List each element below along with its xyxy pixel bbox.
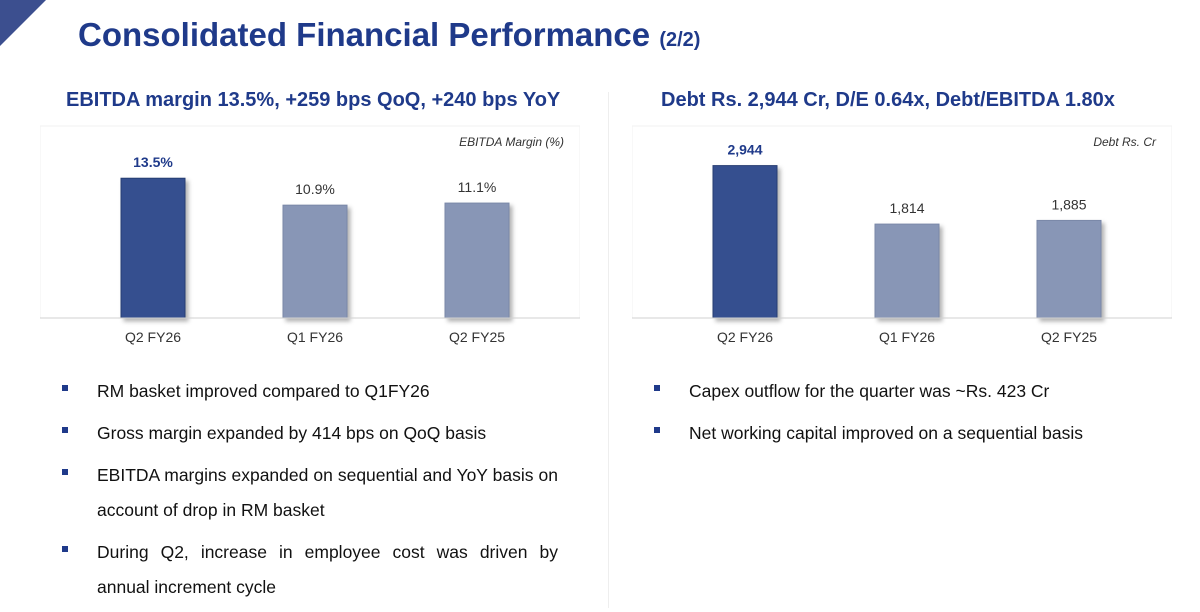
- debt-chart: Debt Rs. Cr 2,944 Q2 FY26 1,814 Q1 FY26 1,885…: [632, 125, 1172, 345]
- category-tick-label: Q2 FY25: [1041, 329, 1097, 345]
- chart-legend-label: EBITDA Margin (%): [459, 135, 564, 149]
- bullet-text: During Q2, increase in employee cost was…: [97, 542, 558, 597]
- bar-value-label: 1,885: [1051, 196, 1086, 212]
- bar-value-label: 10.9%: [295, 181, 335, 197]
- page-title-subtitle: (2/2): [659, 29, 701, 51]
- debt-bullet-list: Capex outflow for the quarter was ~Rs. 4…: [654, 374, 1124, 458]
- bullet-item: RM basket improved compared to Q1FY26: [62, 374, 558, 409]
- bullet-item: Gross margin expanded by 414 bps on QoQ …: [62, 416, 558, 451]
- bar-value-label: 13.5%: [133, 154, 173, 170]
- bullet-square-icon: [62, 469, 68, 475]
- bullet-item: Net working capital improved on a sequen…: [654, 416, 1124, 451]
- bullet-square-icon: [654, 427, 660, 433]
- corner-decoration: [0, 0, 46, 46]
- bullet-text: RM basket improved compared to Q1FY26: [97, 381, 430, 401]
- category-tick-label: Q1 FY26: [287, 329, 343, 345]
- category-tick-label: Q2 FY25: [449, 329, 505, 345]
- page-title: Consolidated Financial Performance (2/2): [78, 16, 700, 54]
- bullet-square-icon: [654, 385, 660, 391]
- bullet-square-icon: [62, 546, 68, 552]
- bullet-square-icon: [62, 385, 68, 391]
- debt-panel-title: Debt Rs. 2,944 Cr, D/E 0.64x, Debt/EBITD…: [661, 89, 1115, 111]
- panel-divider: [608, 92, 609, 608]
- bullet-item: Capex outflow for the quarter was ~Rs. 4…: [654, 374, 1124, 409]
- category-tick-label: Q2 FY26: [717, 329, 773, 345]
- category-tick-label: Q2 FY26: [125, 329, 181, 345]
- bar-q1-fy26: [874, 223, 940, 319]
- ebitda-margin-chart: EBITDA Margin (%) 13.5% Q2 FY26 10.9% Q1 FY2…: [40, 125, 580, 345]
- ebitda-bullet-list: RM basket improved compared to Q1FY26 Gr…: [62, 374, 558, 612]
- bar-q1-fy26: [282, 204, 348, 319]
- ebitda-panel-title: EBITDA margin 13.5%, +259 bps QoQ, +240 …: [66, 89, 561, 111]
- bar-q2-fy25: [1036, 219, 1102, 319]
- bullet-text: Net working capital improved on a sequen…: [689, 423, 1083, 443]
- bar-value-label: 11.1%: [458, 179, 497, 195]
- category-tick-label: Q1 FY26: [879, 329, 935, 345]
- bar-q2-fy26: [712, 165, 778, 319]
- bar-q2-fy26: [120, 177, 186, 319]
- chart-legend-label: Debt Rs. Cr: [1093, 135, 1157, 149]
- bullet-text: EBITDA margins expanded on sequential an…: [97, 465, 558, 520]
- bar-q2-fy25: [444, 202, 510, 319]
- bar-value-label: 2,944: [727, 142, 762, 158]
- bullet-text: Capex outflow for the quarter was ~Rs. 4…: [689, 381, 1050, 401]
- bar-value-label: 1,814: [889, 200, 924, 216]
- bullet-text: Gross margin expanded by 414 bps on QoQ …: [97, 423, 487, 443]
- page-title-text: Consolidated Financial Performance: [78, 16, 651, 53]
- bullet-square-icon: [62, 427, 68, 433]
- bullet-item: During Q2, increase in employee cost was…: [62, 535, 558, 605]
- bullet-item: EBITDA margins expanded on sequential an…: [62, 458, 558, 528]
